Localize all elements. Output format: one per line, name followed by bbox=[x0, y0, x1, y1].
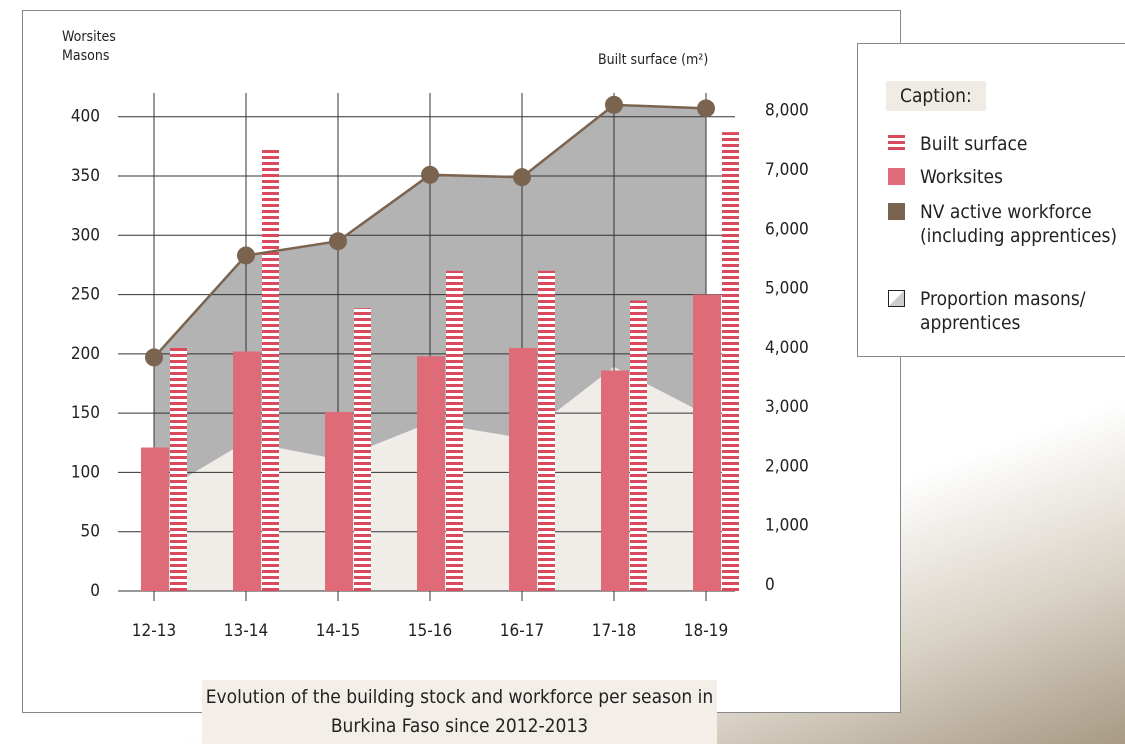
y2-tick-label: 5,000 bbox=[765, 279, 809, 299]
y-axis-label: Worsites Masons bbox=[62, 28, 142, 66]
worksites-bar bbox=[141, 448, 169, 591]
y-tick-label: 400 bbox=[71, 107, 100, 127]
built-surface-bar bbox=[262, 149, 279, 591]
worksites-bar bbox=[233, 351, 261, 591]
legend-entry: NV active workforce (including apprentic… bbox=[888, 200, 1125, 248]
built-surface-bar bbox=[354, 308, 371, 591]
workforce-dot bbox=[605, 96, 623, 114]
page: 0 50 100 150 200 250 300 350 400 0 1,000 2,000 3,000… bbox=[0, 0, 1125, 744]
worksites-bar bbox=[601, 370, 629, 591]
chart-title: Evolution of the building stock and work… bbox=[202, 680, 717, 744]
built-surface-bar bbox=[630, 301, 647, 592]
x-tick-label: 16-17 bbox=[500, 621, 544, 641]
y2-tick-label: 3,000 bbox=[765, 397, 809, 417]
worksites-bar bbox=[325, 412, 353, 591]
y2-tick-label: 4,000 bbox=[765, 338, 809, 358]
x-tick-label: 17-18 bbox=[592, 621, 636, 641]
y-tick-label: 200 bbox=[71, 344, 100, 364]
legend-swatch bbox=[888, 290, 905, 307]
worksites-bar bbox=[417, 356, 445, 591]
built-surface-bar bbox=[446, 271, 463, 591]
y-tick-label: 150 bbox=[71, 403, 100, 423]
legend-swatch bbox=[888, 168, 905, 185]
y-tick-label: 300 bbox=[71, 225, 100, 245]
y2-tick-label: 0 bbox=[765, 575, 775, 595]
workforce-dot bbox=[697, 99, 715, 117]
legend-entry: Proportion masons/ apprentices bbox=[888, 287, 1125, 335]
y2-tick-label: 1,000 bbox=[765, 516, 809, 536]
worksites-bar bbox=[693, 295, 721, 591]
chart: 0 50 100 150 200 250 300 350 400 0 1,000 2,000 3,000… bbox=[0, 0, 900, 712]
legend-entry: Built surface bbox=[888, 132, 1125, 156]
y-tick-label: 350 bbox=[71, 166, 100, 186]
y-tick-label: 0 bbox=[90, 581, 100, 601]
legend-entry: Worksites bbox=[888, 165, 1125, 189]
x-tick-label: 13-14 bbox=[224, 621, 268, 641]
y2-tick-label: 6,000 bbox=[765, 219, 809, 239]
legend: Caption: Built surface Worksites NV active… bbox=[857, 43, 1125, 357]
workforce-dot bbox=[145, 348, 163, 366]
legend-swatch bbox=[888, 135, 905, 152]
built-surface-bar bbox=[722, 132, 739, 591]
x-tick-label: 12-13 bbox=[132, 621, 176, 641]
y-tick-label: 50 bbox=[81, 522, 100, 542]
built-surface-bar bbox=[538, 271, 555, 591]
y2-tick-label: 8,000 bbox=[765, 101, 809, 121]
legend-label: Proportion masons/ apprentices bbox=[920, 287, 1125, 335]
y2-tick-label: 7,000 bbox=[765, 160, 809, 180]
legend-swatch bbox=[888, 203, 905, 220]
legend-label: Built surface bbox=[920, 132, 1125, 156]
legend-title: Caption: bbox=[886, 81, 986, 111]
workforce-dot bbox=[329, 232, 347, 250]
y2-axis-label: Built surface (m²) bbox=[598, 52, 708, 68]
legend-label: NV active workforce (including apprentic… bbox=[920, 200, 1125, 248]
x-tick-label: 14-15 bbox=[316, 621, 360, 641]
x-tick-label: 18-19 bbox=[684, 621, 728, 641]
workforce-dot bbox=[421, 166, 439, 184]
y-tick-label: 250 bbox=[71, 285, 100, 305]
worksites-bar bbox=[509, 348, 537, 591]
legend-label: Worksites bbox=[920, 165, 1125, 189]
workforce-dot bbox=[237, 246, 255, 264]
built-surface-bar bbox=[170, 348, 187, 591]
y2-tick-label: 2,000 bbox=[765, 456, 809, 476]
workforce-dot bbox=[513, 168, 531, 186]
y-tick-label: 100 bbox=[71, 462, 100, 482]
x-tick-label: 15-16 bbox=[408, 621, 452, 641]
